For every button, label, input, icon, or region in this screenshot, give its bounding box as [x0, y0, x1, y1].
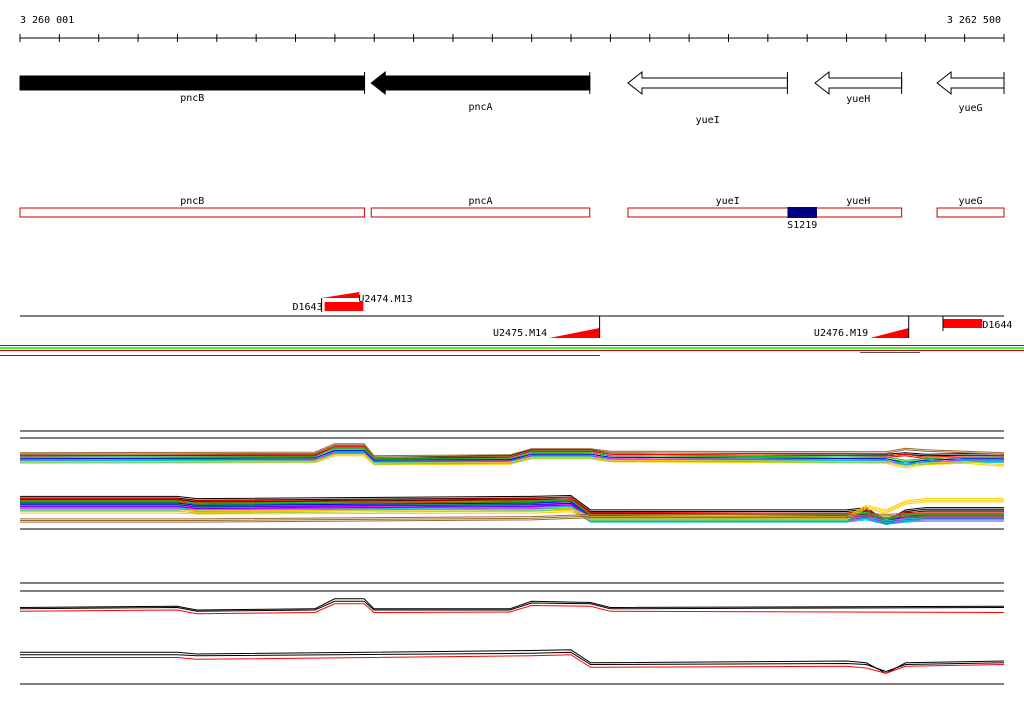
profile-line — [20, 496, 1004, 524]
gene-label-yueH: yueH — [846, 94, 870, 105]
strip-black-short — [860, 352, 920, 353]
feature-D1643 — [324, 302, 364, 311]
annotation-label-yueI: yueI — [716, 196, 740, 207]
gene-arrow-pncB — [19, 75, 366, 91]
profile-line — [20, 651, 1005, 673]
profile-line — [19, 447, 1004, 461]
gene-label-yueI: yueI — [696, 115, 720, 126]
transcript-feature-track: D1643 U2474.M13 U2475.M14 U2476.M19 D1644 — [20, 292, 1012, 339]
annotation-box-pncA — [370, 207, 591, 218]
feature-label-U2475.M14: U2475.M14 — [493, 328, 547, 339]
profile-line — [20, 654, 1005, 674]
gene-arrow-yueH — [814, 70, 903, 96]
annotation-label-yueH: yueH — [846, 196, 870, 207]
gene-arrow-yueI — [627, 70, 788, 96]
feature-label-U2474.M13: U2474.M13 — [358, 294, 412, 305]
profile-line — [19, 598, 1005, 611]
profile-line — [19, 452, 1004, 464]
annotation-label-yueG: yueG — [958, 196, 982, 207]
gene-arrow-pncA — [370, 70, 591, 96]
profile-line — [20, 501, 1004, 521]
profile-line — [20, 512, 1004, 520]
expression-panel-upper — [19, 430, 1005, 469]
annotation-box-pncB — [19, 207, 366, 218]
gene-label-yueG: yueG — [958, 103, 982, 114]
profile-line — [20, 496, 1004, 520]
profile-line — [19, 603, 1005, 615]
feature-label-D1643: D1643 — [293, 302, 323, 313]
summary-panel-upper — [19, 582, 1005, 615]
annotation-label-pncB: pncB — [180, 196, 204, 207]
profile-line — [19, 443, 1005, 457]
strip-green — [0, 347, 1024, 349]
feature-U2475.M14 — [549, 328, 600, 338]
profile-line — [20, 499, 1004, 519]
gene-arrow-yueG — [936, 70, 1005, 96]
feature-label-U2476.M19: U2476.M19 — [814, 328, 868, 339]
profile-line — [19, 453, 1005, 467]
ruler-start-label: 3 260 001 — [20, 15, 74, 26]
annotation-label-pncA: pncA — [468, 196, 492, 207]
annotation-box-yueG — [936, 207, 1005, 218]
site-marker — [787, 207, 817, 218]
profile-line — [19, 600, 1005, 612]
annotation-box-yueI — [627, 207, 903, 218]
profile-line — [20, 514, 1004, 521]
feature-U2474.M13 — [321, 292, 360, 298]
ruler-end-label: 3 262 500 — [947, 15, 1001, 26]
coverage-strips — [0, 345, 1024, 356]
profile-line — [20, 505, 1004, 522]
gene-track: pncB pncA yueI yueH yueG — [19, 70, 1005, 126]
strip-red-top — [0, 345, 1024, 346]
feature-D1644 — [942, 319, 983, 328]
feature-U2476.M19 — [870, 328, 909, 338]
site-label: S1219 — [787, 220, 817, 231]
profile-line — [20, 649, 1005, 674]
profile-line — [19, 455, 1005, 469]
gene-label-pncA: pncA — [468, 102, 492, 113]
annotation-track: pncB pncA yueI yueH yueG S1219 — [19, 196, 1005, 231]
profile-line — [19, 444, 1005, 458]
strip-red-mid — [0, 350, 1024, 351]
profile-line — [19, 446, 1004, 458]
profile-line — [20, 494, 1004, 522]
strip-red-bottom — [0, 355, 600, 356]
gene-label-pncB: pncB — [180, 93, 204, 104]
coordinate-ruler: 3 260 001 3 262 500 — [19, 15, 1005, 42]
profile-line — [20, 516, 1004, 523]
expression-panel-lower — [20, 494, 1004, 530]
profile-line — [20, 498, 1004, 518]
profile-line — [19, 450, 1004, 464]
ruler-ticks — [19, 34, 1005, 42]
summary-panel-lower — [20, 649, 1005, 685]
feature-label-D1644: D1644 — [982, 320, 1012, 331]
